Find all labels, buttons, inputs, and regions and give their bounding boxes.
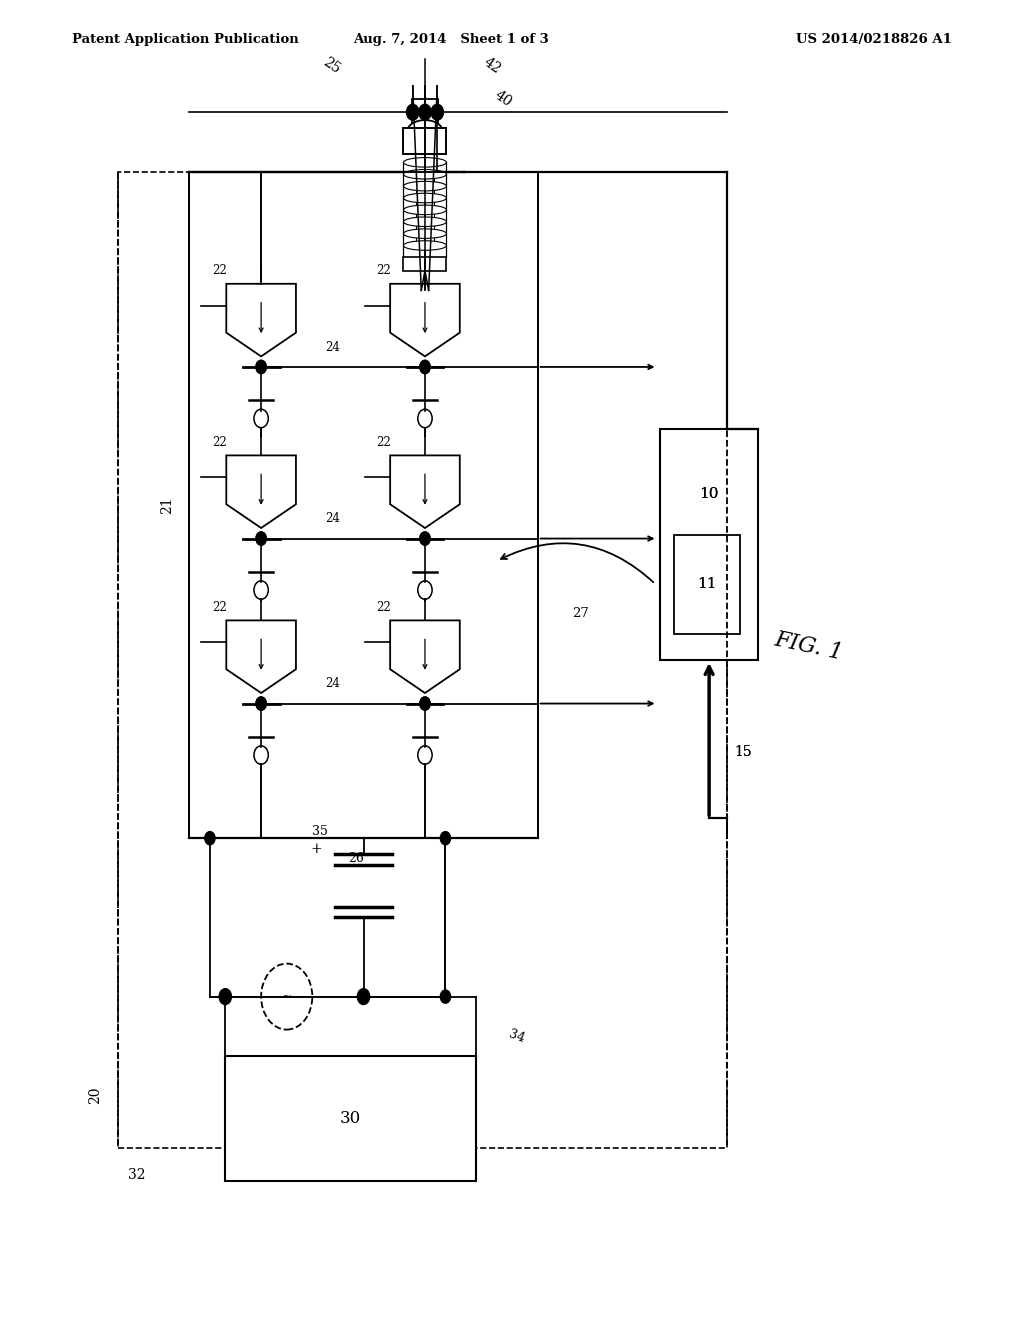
- Circle shape: [420, 532, 430, 545]
- Polygon shape: [390, 284, 460, 356]
- Text: FIG. 1: FIG. 1: [773, 628, 845, 665]
- Circle shape: [419, 104, 431, 120]
- Text: 42: 42: [481, 55, 504, 77]
- Circle shape: [420, 360, 430, 374]
- Text: US 2014/0218826 A1: US 2014/0218826 A1: [797, 33, 952, 46]
- Text: 40: 40: [492, 88, 514, 110]
- Circle shape: [420, 532, 430, 545]
- Text: 35: 35: [311, 825, 328, 838]
- Circle shape: [431, 104, 443, 120]
- Text: 26: 26: [348, 851, 365, 865]
- Text: 22: 22: [376, 264, 390, 277]
- Circle shape: [256, 360, 266, 374]
- Text: 22: 22: [212, 436, 226, 449]
- Circle shape: [256, 532, 266, 545]
- Ellipse shape: [408, 120, 442, 141]
- Text: 11: 11: [697, 577, 717, 591]
- Polygon shape: [390, 620, 460, 693]
- Circle shape: [440, 990, 451, 1003]
- Text: 11: 11: [697, 577, 717, 591]
- Bar: [403, 257, 446, 271]
- Text: 32: 32: [128, 1168, 145, 1183]
- Circle shape: [256, 532, 266, 545]
- Ellipse shape: [403, 157, 446, 168]
- Text: Patent Application Publication: Patent Application Publication: [72, 33, 298, 46]
- Bar: [189, 172, 538, 838]
- Circle shape: [420, 697, 430, 710]
- Circle shape: [256, 697, 266, 710]
- Ellipse shape: [403, 169, 446, 180]
- Text: 10: 10: [699, 487, 719, 500]
- Text: 10: 10: [699, 487, 719, 500]
- Ellipse shape: [403, 181, 446, 191]
- Ellipse shape: [403, 216, 446, 227]
- Text: +: +: [311, 842, 323, 855]
- Text: 15: 15: [735, 746, 753, 759]
- Text: 21: 21: [160, 496, 174, 513]
- Text: 22: 22: [212, 601, 226, 614]
- Text: 20: 20: [88, 1086, 102, 1105]
- Text: 22: 22: [376, 601, 390, 614]
- Polygon shape: [226, 455, 296, 528]
- Text: 30: 30: [340, 1110, 361, 1127]
- Text: 24: 24: [326, 341, 340, 354]
- Ellipse shape: [403, 228, 446, 239]
- Bar: [118, 172, 727, 1148]
- Circle shape: [407, 104, 419, 120]
- Bar: [660, 429, 758, 660]
- Circle shape: [440, 832, 451, 845]
- Text: 34: 34: [507, 1027, 526, 1045]
- Polygon shape: [390, 455, 460, 528]
- Text: 15: 15: [735, 746, 753, 759]
- Circle shape: [420, 697, 430, 710]
- Circle shape: [256, 360, 266, 374]
- Text: ~: ~: [282, 990, 292, 1003]
- Bar: [225, 1056, 476, 1181]
- Polygon shape: [226, 620, 296, 693]
- Circle shape: [420, 360, 430, 374]
- Text: 22: 22: [376, 436, 390, 449]
- Text: 27: 27: [572, 607, 589, 620]
- Bar: [674, 535, 740, 634]
- Bar: [416, 178, 434, 244]
- Circle shape: [357, 989, 370, 1005]
- Text: 22: 22: [212, 264, 226, 277]
- Ellipse shape: [403, 240, 446, 251]
- Text: Aug. 7, 2014   Sheet 1 of 3: Aug. 7, 2014 Sheet 1 of 3: [352, 33, 549, 46]
- Text: 24: 24: [326, 512, 340, 525]
- Text: 25: 25: [321, 55, 343, 77]
- Circle shape: [219, 989, 231, 1005]
- Bar: [403, 128, 446, 154]
- Text: 24: 24: [326, 677, 340, 690]
- Ellipse shape: [403, 205, 446, 215]
- Circle shape: [256, 697, 266, 710]
- Polygon shape: [226, 284, 296, 356]
- Ellipse shape: [403, 193, 446, 203]
- Bar: [412, 99, 438, 123]
- Circle shape: [205, 832, 215, 845]
